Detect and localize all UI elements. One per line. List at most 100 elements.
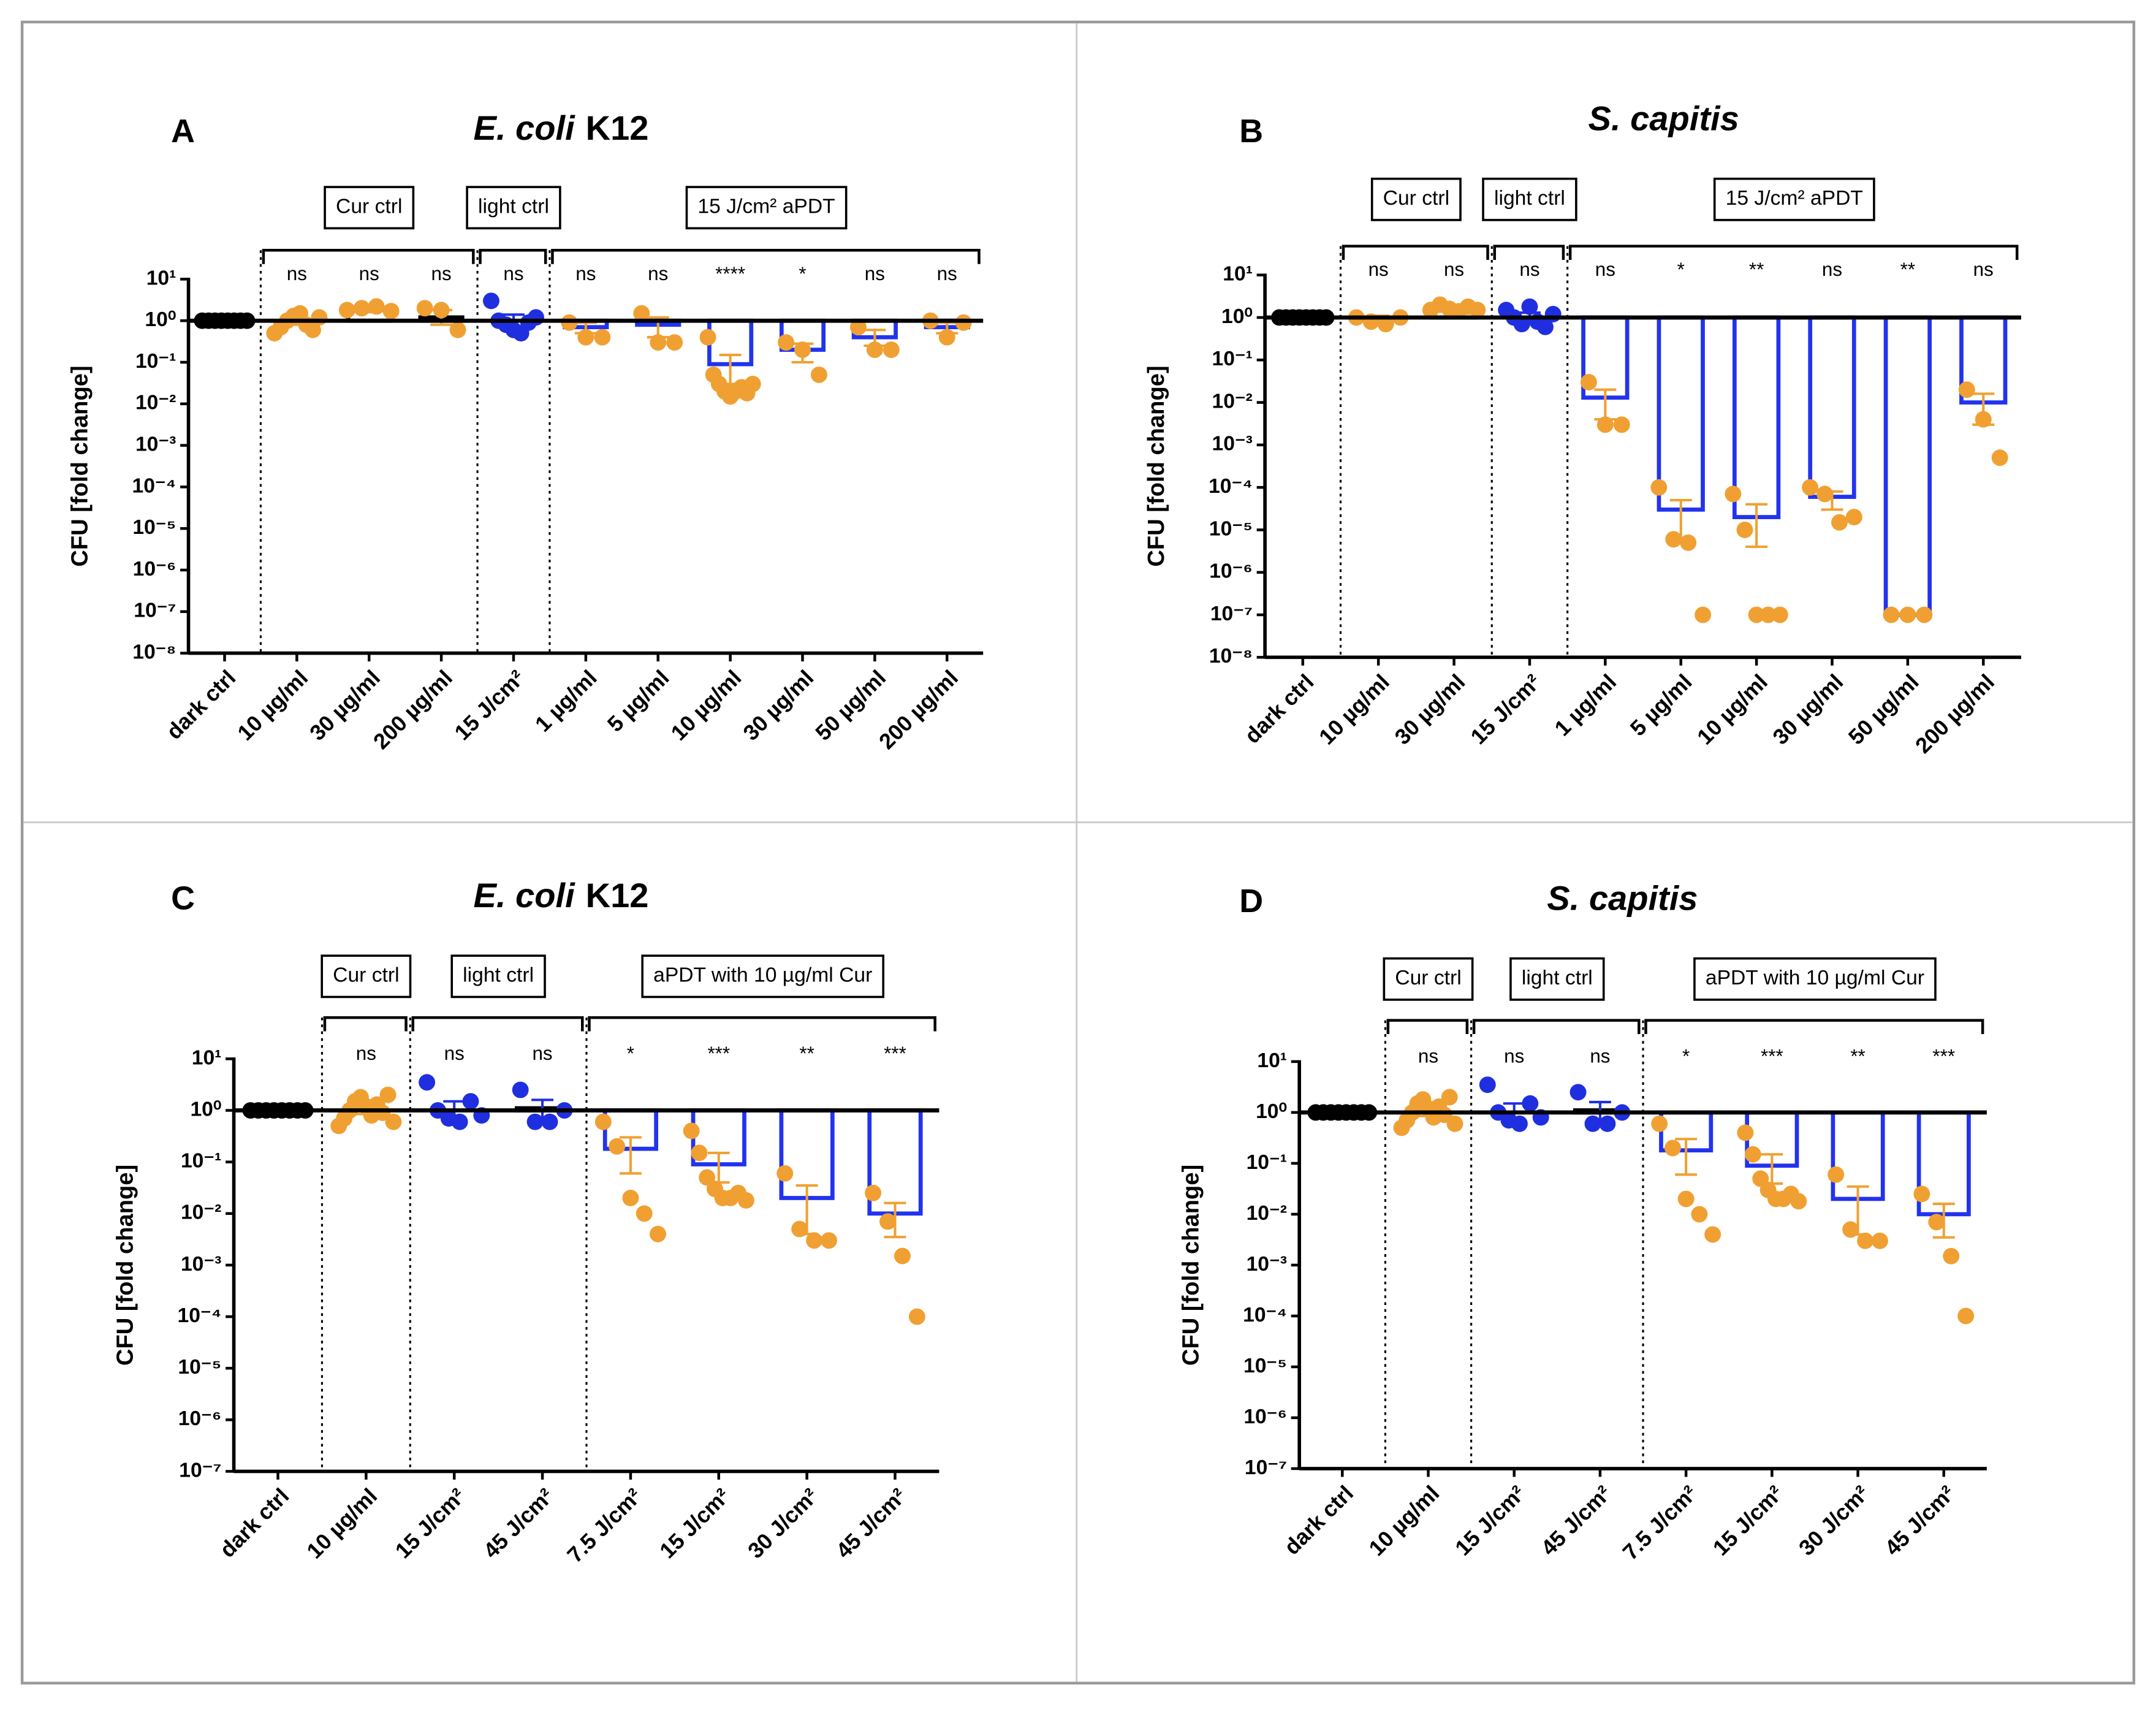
- y-tick-label: 10⁻²: [1247, 1202, 1287, 1225]
- data-point: [1613, 416, 1630, 433]
- data-point: [883, 341, 900, 359]
- group-label: Cur ctrl: [1395, 967, 1461, 989]
- group-label-box: [466, 186, 561, 230]
- data-point: [1704, 1226, 1721, 1243]
- significance-label: **: [1850, 1045, 1865, 1067]
- group-bracket: [551, 249, 981, 264]
- data-point: [419, 1074, 436, 1091]
- group-label-box: [685, 186, 848, 230]
- group-bracket: [1342, 245, 1489, 260]
- y-tick-label: 10⁻⁷: [1210, 603, 1253, 625]
- title-species: S. capitis: [1589, 99, 1739, 137]
- significance-label: ns: [1519, 259, 1539, 280]
- significance-label: ns: [1590, 1045, 1610, 1067]
- significance-label: ns: [532, 1043, 552, 1064]
- y-tick-label: 10⁻¹: [1247, 1151, 1287, 1174]
- data-point: [778, 334, 795, 351]
- data-point: [1737, 1124, 1754, 1141]
- y-tick-label: 10¹: [146, 267, 177, 289]
- group-label-box: [1713, 177, 1875, 221]
- group-label: Cur ctrl: [1383, 187, 1449, 210]
- y-tick-label: 10¹: [192, 1046, 222, 1069]
- y-tick-label: 10⁻⁵: [1209, 517, 1253, 540]
- data-point: [666, 334, 683, 351]
- error-bar: [619, 1136, 642, 1175]
- y-axis-label: CFU [fold change]: [67, 365, 93, 566]
- y-tick-label: 10⁻¹: [135, 350, 176, 373]
- data-point: [449, 321, 466, 338]
- data-point: [691, 1144, 708, 1162]
- error-bar: [1972, 392, 1995, 426]
- significance-label: ****: [715, 263, 745, 284]
- data-point: [821, 1232, 837, 1249]
- data-point: [850, 319, 867, 336]
- data-point: [311, 309, 328, 326]
- data-point: [1802, 479, 1819, 496]
- significance-label: ***: [884, 1043, 906, 1064]
- title-species: E. coli: [473, 108, 575, 147]
- y-tick-label: 10¹: [1223, 263, 1253, 286]
- error-bar: [1594, 388, 1617, 421]
- y-tick-label: 10⁻²: [135, 392, 176, 414]
- data-point: [1469, 302, 1486, 319]
- data-point: [633, 305, 650, 322]
- data-point: [1664, 1139, 1681, 1157]
- data-point: [609, 1138, 626, 1155]
- group-bracket: [588, 1016, 936, 1032]
- error-bar: [1847, 1185, 1869, 1236]
- group-label-box: [641, 954, 885, 999]
- y-tick-label: 10⁻⁴: [132, 474, 177, 497]
- data-point: [1928, 1214, 1945, 1231]
- data-point: [1871, 1232, 1888, 1249]
- y-tick-label: 10⁻⁵: [132, 516, 176, 539]
- y-tick-label: 10⁻⁵: [1243, 1355, 1287, 1377]
- significance-label: **: [1749, 259, 1764, 280]
- error-bar: [1821, 490, 1843, 511]
- title-strain: K12: [586, 876, 649, 915]
- data-point: [512, 1081, 529, 1098]
- data-point: [699, 329, 716, 346]
- error-bar: [1669, 498, 1692, 544]
- data-point: [1651, 1115, 1668, 1132]
- significance-label: ns: [937, 263, 957, 284]
- data-point: [683, 1122, 700, 1139]
- group-label-box: [1509, 957, 1605, 1001]
- y-tick-label: 10⁻³: [135, 433, 176, 455]
- data-point: [1513, 316, 1530, 333]
- error-bar: [1745, 503, 1768, 549]
- y-tick-label: 10⁰: [1256, 1100, 1287, 1123]
- data-point: [1771, 606, 1788, 623]
- y-tick-label: 10⁻⁶: [1209, 560, 1253, 583]
- y-tick-label: 10⁻²: [1212, 390, 1253, 413]
- data-point: [1958, 381, 1975, 398]
- title-strain: K12: [586, 108, 649, 147]
- panel-letter: B: [1239, 113, 1263, 150]
- data-point: [1759, 606, 1777, 623]
- data-point: [776, 1165, 794, 1182]
- data-point: [1580, 374, 1597, 390]
- data-point: [338, 302, 355, 319]
- y-tick-label: 10⁰: [1221, 305, 1253, 328]
- data-point: [1991, 449, 2008, 466]
- data-point: [1744, 1146, 1761, 1163]
- data-point: [1691, 1206, 1708, 1223]
- significance-label: ns: [1504, 1045, 1524, 1067]
- y-tick-label: 10⁻⁷: [179, 1459, 221, 1482]
- data-point: [1857, 1232, 1873, 1249]
- panel-letter: C: [171, 880, 195, 917]
- data-point: [1446, 1115, 1463, 1132]
- data-point: [385, 1113, 402, 1130]
- data-point: [810, 366, 827, 383]
- group-label: 15 J/cm² aPDT: [697, 196, 835, 218]
- data-point: [1695, 606, 1712, 623]
- group-bracket: [1644, 1019, 1984, 1035]
- group-bracket: [262, 249, 475, 264]
- data-point: [1522, 1095, 1539, 1112]
- data-point: [1913, 1185, 1930, 1203]
- error-bar: [719, 354, 742, 386]
- data-point: [1536, 318, 1554, 335]
- y-tick-label: 10⁻³: [1247, 1253, 1287, 1276]
- data-point: [650, 1225, 666, 1242]
- data-point: [416, 300, 433, 317]
- group-label: light ctrl: [463, 964, 534, 987]
